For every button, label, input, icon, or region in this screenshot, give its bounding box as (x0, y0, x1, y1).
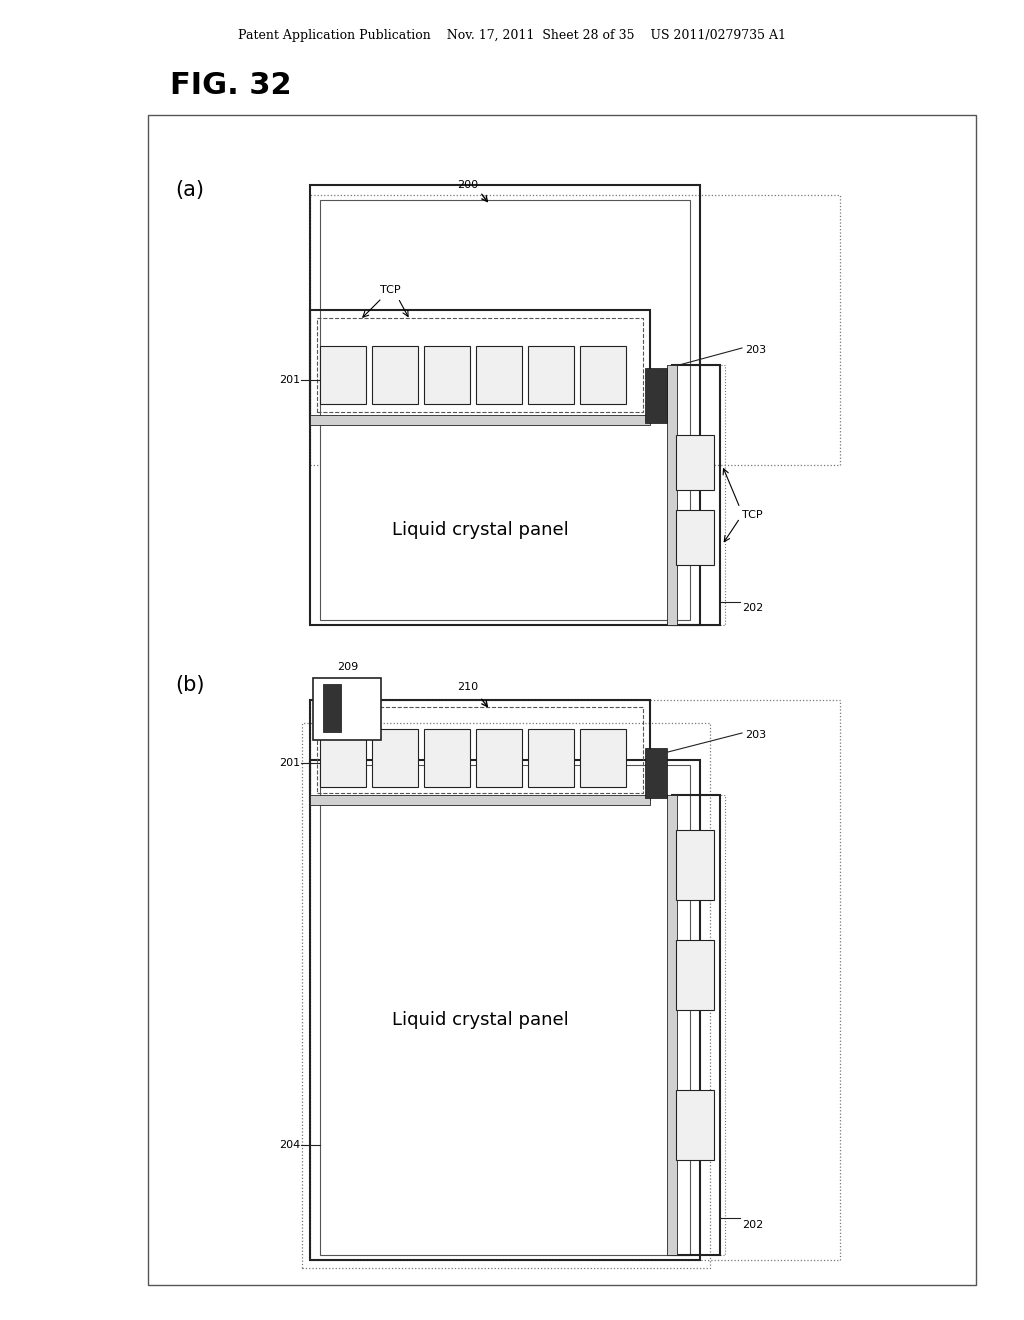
Text: (a): (a) (175, 180, 204, 201)
Text: 202: 202 (742, 1220, 763, 1230)
Bar (310, 760, 700, 1261)
Bar (424, 346, 470, 404)
Text: 210: 210 (458, 682, 478, 692)
Bar (676, 940, 714, 1010)
Bar (313, 678, 381, 741)
Text: Liquid crystal panel: Liquid crystal panel (391, 1011, 568, 1030)
Bar (310, 700, 840, 1261)
Text: TCP: TCP (380, 285, 400, 294)
Bar (672, 366, 720, 624)
Bar (148, 115, 976, 1284)
Bar (372, 346, 418, 404)
Text: 202: 202 (742, 603, 763, 612)
Bar (319, 346, 366, 404)
Bar (476, 346, 522, 404)
Bar (310, 310, 650, 420)
Bar (302, 723, 710, 1269)
Text: 203: 203 (745, 730, 766, 741)
Bar (667, 366, 725, 624)
Text: 201: 201 (279, 758, 300, 768)
Bar (645, 368, 667, 422)
Bar (667, 366, 677, 624)
Bar (310, 795, 650, 805)
Bar (580, 346, 626, 404)
Text: 201: 201 (279, 375, 300, 385)
Text: TCP: TCP (742, 510, 763, 520)
Bar (676, 830, 714, 900)
Bar (528, 346, 574, 404)
Bar (310, 195, 840, 465)
Text: Liquid crystal panel: Liquid crystal panel (391, 521, 568, 539)
Bar (645, 748, 667, 799)
Bar (372, 729, 418, 787)
Bar (317, 318, 643, 412)
Bar (528, 729, 574, 787)
Text: 204: 204 (279, 1140, 300, 1150)
Bar (676, 436, 714, 490)
Bar (310, 700, 650, 800)
Text: 200: 200 (458, 180, 478, 190)
Bar (310, 185, 700, 624)
Bar (323, 684, 341, 733)
Bar (672, 795, 720, 1255)
Bar (310, 414, 650, 425)
Text: Patent Application Publication    Nov. 17, 2011  Sheet 28 of 35    US 2011/02797: Patent Application Publication Nov. 17, … (238, 29, 786, 41)
Bar (676, 1090, 714, 1160)
Text: 203: 203 (745, 345, 766, 355)
Bar (319, 766, 690, 1255)
Bar (580, 729, 626, 787)
Bar (667, 795, 677, 1255)
Bar (424, 729, 470, 787)
Bar (676, 510, 714, 565)
Bar (667, 795, 725, 1255)
Bar (319, 729, 366, 787)
Bar (476, 729, 522, 787)
Text: 209: 209 (337, 663, 358, 672)
Text: FIG. 32: FIG. 32 (170, 70, 292, 99)
Bar (319, 201, 690, 620)
Text: (b): (b) (175, 675, 205, 696)
Bar (317, 708, 643, 793)
